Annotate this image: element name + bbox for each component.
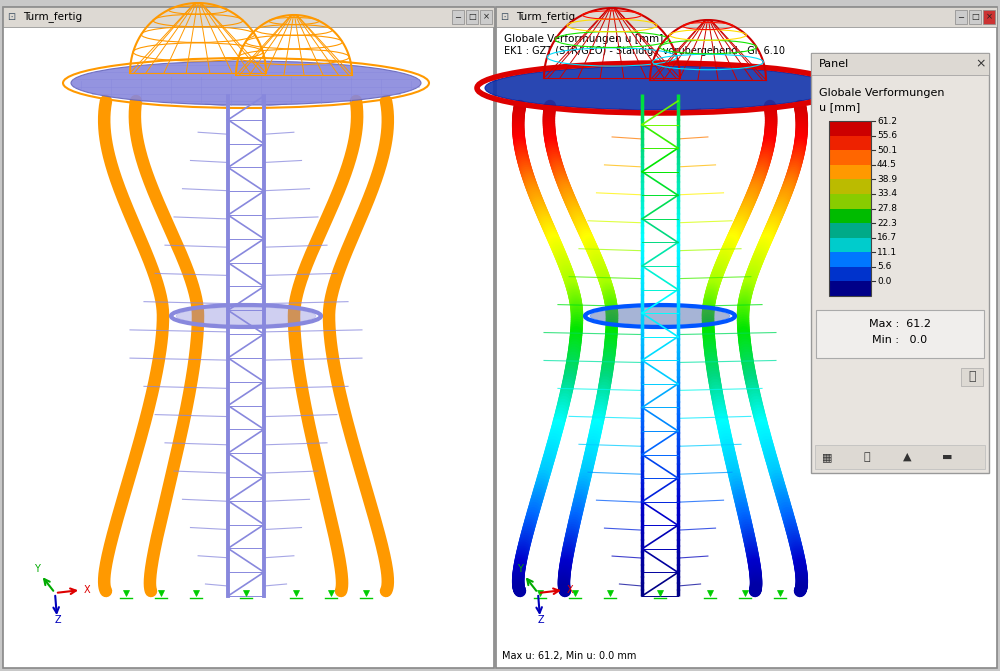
Ellipse shape [590,307,730,325]
Ellipse shape [485,66,835,110]
Bar [829,281,871,296]
Text: Min :   0.0: Min : 0.0 [872,335,928,345]
Text: Max :  61.2: Max : 61.2 [869,319,931,329]
Bar [3,7,494,668]
Bar [496,7,997,27]
Text: ×: × [986,13,992,21]
Bar [496,7,997,668]
Bar [466,10,478,24]
Bar [829,136,871,150]
Text: ─: ─ [958,13,964,21]
Text: Turm_fertig: Turm_fertig [516,11,575,22]
Text: ⌕: ⌕ [968,370,976,384]
Text: ⛰: ⛰ [864,452,870,462]
Bar [811,53,989,75]
Ellipse shape [176,307,316,325]
Bar [829,179,871,194]
Text: ⊡: ⊡ [7,12,15,22]
Text: ×: × [976,58,986,70]
Text: u [mm]: u [mm] [819,102,860,112]
Text: Globale Verformungen: Globale Verformungen [819,88,944,98]
Text: ▲: ▲ [903,452,911,462]
Text: Z: Z [538,615,544,625]
Text: ▬: ▬ [942,452,952,462]
Text: 55.6: 55.6 [877,131,897,140]
Text: □: □ [468,13,476,21]
Bar [811,53,989,473]
Bar [829,165,871,179]
Bar [829,223,871,238]
Text: Y: Y [517,564,523,574]
Text: 22.3: 22.3 [877,219,897,227]
Bar [829,150,871,165]
Bar [983,10,995,24]
Text: 44.5: 44.5 [877,160,897,169]
Bar [815,445,985,469]
Text: 16.7: 16.7 [877,233,897,242]
Text: 33.4: 33.4 [877,189,897,199]
Text: 50.1: 50.1 [877,146,897,155]
Bar [969,10,981,24]
Text: ⊡: ⊡ [500,12,508,22]
Bar [452,10,464,24]
Bar [829,209,871,223]
Text: 5.6: 5.6 [877,262,891,271]
Text: 27.8: 27.8 [877,204,897,213]
Bar [955,10,967,24]
Text: X: X [567,585,574,595]
Text: Max u: 61.2, Min u: 0.0 mm: Max u: 61.2, Min u: 0.0 mm [502,651,636,661]
Bar [829,194,871,209]
Text: Turm_fertig: Turm_fertig [23,11,82,22]
Text: Y: Y [34,564,40,574]
Bar [829,121,871,296]
Bar [829,121,871,136]
Text: Globale Verformungen u [mm]: Globale Verformungen u [mm] [504,34,663,44]
Text: ─: ─ [456,13,460,21]
Text: □: □ [971,13,979,21]
Text: 11.1: 11.1 [877,248,897,257]
Bar [829,238,871,252]
Bar [3,7,494,27]
Bar [816,310,984,358]
Bar [829,252,871,267]
Text: 61.2: 61.2 [877,117,897,125]
Text: Z: Z [55,615,61,625]
Text: 38.9: 38.9 [877,175,897,184]
Text: ×: × [482,13,490,21]
Bar [961,368,983,386]
Text: 0.0: 0.0 [877,277,891,286]
Text: ▦: ▦ [822,452,832,462]
Ellipse shape [71,61,421,105]
Text: Panel: Panel [819,59,849,69]
Bar [829,267,871,281]
Text: EK1 : GZT (STR/GEO) - Ständig / vorübergehend - Gl. 6.10: EK1 : GZT (STR/GEO) - Ständig / vorüberg… [504,46,785,56]
Text: X: X [84,585,91,595]
Bar [480,10,492,24]
